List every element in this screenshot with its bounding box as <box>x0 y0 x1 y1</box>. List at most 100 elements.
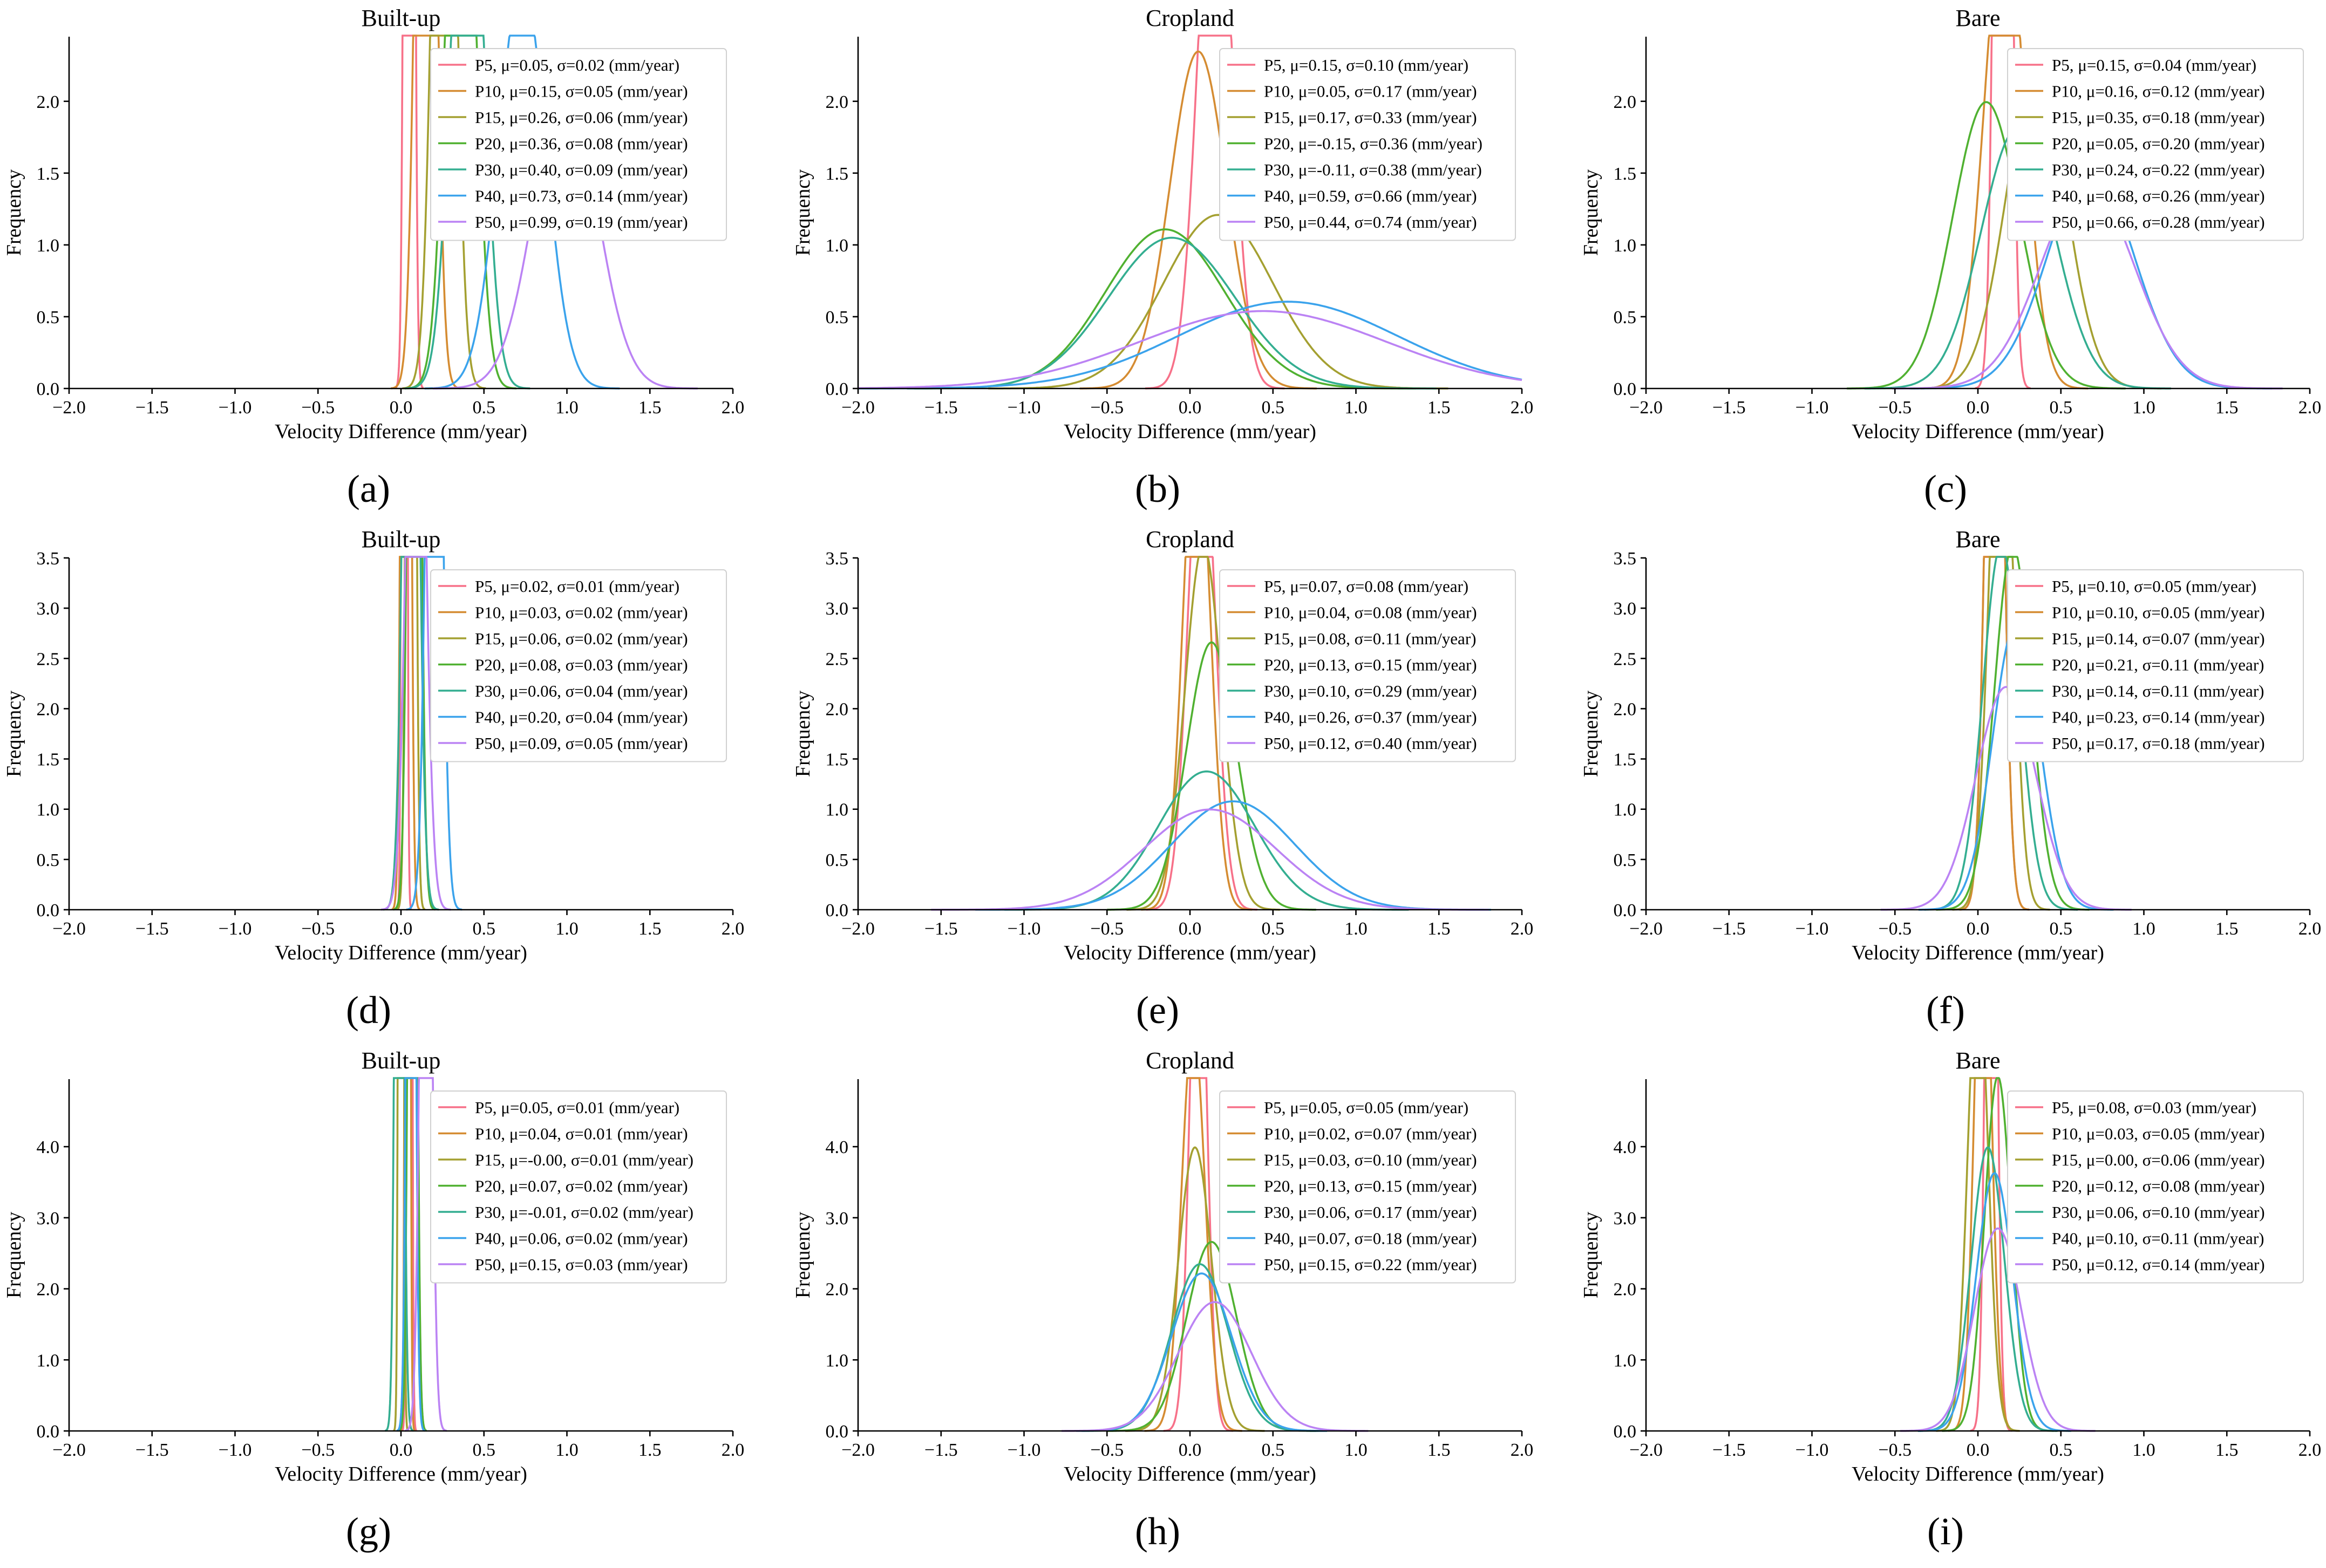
x-tick-label: 1.0 <box>1344 1440 1368 1460</box>
y-tick-label: 3.0 <box>1614 599 1637 619</box>
legend-frame <box>430 48 727 241</box>
y-tick-label: 4.0 <box>37 1137 60 1157</box>
legend-entry-p50: P50, μ=0.99, σ=0.19 (mm/year) <box>475 213 688 231</box>
series-p10-curve <box>1144 1077 1242 1432</box>
legend-entry-p20: P20, μ=0.12, σ=0.08 (mm/year) <box>2052 1177 2265 1196</box>
x-tick-label: 0.0 <box>1179 919 1202 939</box>
y-tick-label: 0.0 <box>1614 901 1637 921</box>
legend-entry-p30: P30, μ=0.24, σ=0.22 (mm/year) <box>2052 160 2265 179</box>
series-p30-curve <box>1918 1146 2058 1432</box>
x-tick-label: 2.0 <box>1511 919 1534 939</box>
x-tick-label: −1.5 <box>924 398 958 418</box>
y-axis-label: Frequency <box>3 1212 25 1298</box>
x-axis-label: Velocity Difference (mm/year) <box>1064 942 1316 964</box>
x-tick-label: 0.5 <box>2050 919 2073 939</box>
y-tick-label: 1.0 <box>37 236 60 256</box>
panel-g: Built-up −2.0 −1.5 −1.0 −0.5 0.0 0.5 1.0 1.5 2.0 0… <box>3 1047 744 1553</box>
x-tick-label: 1.5 <box>2215 919 2239 939</box>
legend-entry-p10: P10, μ=0.05, σ=0.17 (mm/year) <box>1264 82 1477 101</box>
panel-i: Bare −2.0 −1.5 −1.0 −0.5 0.0 0.5 1.0 1.5 2.0 0.0 1.… <box>1580 1047 2321 1553</box>
legend-entry-p30: P30, μ=0.14, σ=0.11 (mm/year) <box>2052 681 2264 700</box>
panel-label: (c) <box>1924 467 1967 510</box>
x-tick-label: 0.5 <box>2050 398 2073 418</box>
legend-frame <box>1219 569 1516 762</box>
y-tick-label: 2.0 <box>826 92 849 112</box>
y-tick-label: 2.5 <box>37 649 60 669</box>
y-tick-label: 1.0 <box>37 1351 60 1371</box>
series-p40-curve <box>406 556 463 911</box>
panel-e: Cropland −2.0 −1.5 −1.0 −0.5 0.0 0.5 1.0 1.5 2.0 0… <box>792 526 1533 1032</box>
panel-a: Built-up −2.0 −1.5 −1.0 −0.5 0.0 0.5 1.0 1.5 2.0 0… <box>3 5 744 510</box>
legend-entry-p50: P50, μ=0.66, σ=0.28 (mm/year) <box>2052 213 2265 231</box>
panel-d: Built-up −2.0 −1.5 −1.0 −0.5 0.0 0.5 1.0 1.5 2.0 0… <box>3 526 744 1032</box>
series-p50-curve <box>1062 1301 1369 1432</box>
x-tick-label: −1.5 <box>1712 919 1746 939</box>
x-tick-label: 2.0 <box>722 1440 745 1460</box>
y-tick-label: 1.0 <box>826 800 849 820</box>
legend-entry-p15: P15, μ=0.03, σ=0.10 (mm/year) <box>1264 1150 1477 1169</box>
x-tick-label: −2.0 <box>1629 398 1663 418</box>
legend-entry-p30: P30, μ=0.06, σ=0.17 (mm/year) <box>1264 1203 1477 1222</box>
y-tick-label: 1.0 <box>1614 236 1637 256</box>
x-tick-label: 1.0 <box>1344 398 1368 418</box>
legend: P5, μ=0.05, σ=0.05 (mm/year) P10, μ=0.02,… <box>1219 1090 1516 1284</box>
legend-entry-p15: P15, μ=0.14, σ=0.07 (mm/year) <box>2052 629 2265 648</box>
x-axis-label: Velocity Difference (mm/year) <box>1852 1463 2104 1485</box>
legend: P5, μ=0.05, σ=0.01 (mm/year) P10, μ=0.04,… <box>430 1090 727 1284</box>
y-tick-label: 0.0 <box>826 901 849 921</box>
series-p50-curve <box>931 808 1489 911</box>
panel-title: Bare <box>1955 526 2000 553</box>
x-tick-label: 1.0 <box>555 398 579 418</box>
x-tick-label: 1.5 <box>1427 1440 1451 1460</box>
legend: P5, μ=0.08, σ=0.03 (mm/year) P10, μ=0.03,… <box>2007 1090 2304 1284</box>
legend-entry-p15: P15, μ=0.26, σ=0.06 (mm/year) <box>475 108 688 127</box>
x-tick-label: 0.0 <box>390 919 413 939</box>
legend-entry-p15: P15, μ=0.35, σ=0.18 (mm/year) <box>2052 108 2265 127</box>
x-tick-label: −1.0 <box>219 398 252 418</box>
y-tick-label: 1.5 <box>826 164 849 184</box>
legend-entry-p5: P5, μ=0.08, σ=0.03 (mm/year) <box>2052 1098 2256 1117</box>
legend-entry-p40: P40, μ=0.07, σ=0.18 (mm/year) <box>1264 1229 1477 1248</box>
y-tick-label: 0.0 <box>37 1422 60 1442</box>
y-tick-label: 2.0 <box>826 1280 849 1300</box>
panel-title: Cropland <box>1146 526 1234 553</box>
panel-label: (d) <box>346 988 391 1032</box>
x-tick-label: 1.0 <box>2132 919 2155 939</box>
y-tick-label: 2.0 <box>826 699 849 719</box>
series-p20-curve <box>1107 641 1316 911</box>
x-tick-label: 0.0 <box>1179 1440 1202 1460</box>
panel-b: Cropland −2.0 −1.5 −1.0 −0.5 0.0 0.5 1.0 1.5 2.0 0… <box>792 5 1533 510</box>
panel-label: (i) <box>1927 1510 1964 1553</box>
curves <box>858 35 1522 390</box>
x-tick-label: −1.0 <box>1795 398 1829 418</box>
y-tick-label: 0.5 <box>826 308 849 328</box>
legend-frame <box>2007 1090 2304 1284</box>
legend-entry-p10: P10, μ=0.03, σ=0.02 (mm/year) <box>475 603 688 622</box>
y-tick-label: 0.0 <box>826 1422 849 1442</box>
y-tick-label: 4.0 <box>826 1137 849 1157</box>
legend-frame <box>1219 1090 1516 1284</box>
y-tick-label: 1.0 <box>826 236 849 256</box>
legend-entry-p20: P20, μ=0.05, σ=0.20 (mm/year) <box>2052 134 2265 153</box>
legend-entry-p30: P30, μ=0.40, σ=0.09 (mm/year) <box>475 160 688 179</box>
series-p30-curve <box>385 1077 414 1432</box>
y-axis-label: Frequency <box>792 1212 814 1298</box>
x-tick-label: 2.0 <box>722 398 745 418</box>
legend-entry-p10: P10, μ=0.03, σ=0.05 (mm/year) <box>2052 1124 2265 1143</box>
y-tick-label: 2.0 <box>1614 92 1637 112</box>
x-axis-label: Velocity Difference (mm/year) <box>1852 420 2104 443</box>
legend-entry-p15: P15, μ=0.06, σ=0.02 (mm/year) <box>475 629 688 648</box>
x-tick-label: 0.5 <box>473 919 496 939</box>
legend-entry-p5: P5, μ=0.05, σ=0.01 (mm/year) <box>475 1098 679 1117</box>
y-tick-label: 0.5 <box>1614 850 1637 870</box>
legend-entry-p40: P40, μ=0.59, σ=0.66 (mm/year) <box>1264 187 1477 206</box>
legend-entry-p20: P20, μ=0.36, σ=0.08 (mm/year) <box>475 134 688 153</box>
x-tick-label: 0.5 <box>1262 1440 1285 1460</box>
legend-entry-p20: P20, μ=0.21, σ=0.11 (mm/year) <box>2052 656 2264 674</box>
legend-entry-p40: P40, μ=0.73, σ=0.14 (mm/year) <box>475 187 688 206</box>
curves <box>1062 1077 1369 1432</box>
x-tick-label: −1.5 <box>924 1440 958 1460</box>
y-tick-label: 2.5 <box>1614 649 1637 669</box>
legend-frame <box>2007 569 2304 762</box>
